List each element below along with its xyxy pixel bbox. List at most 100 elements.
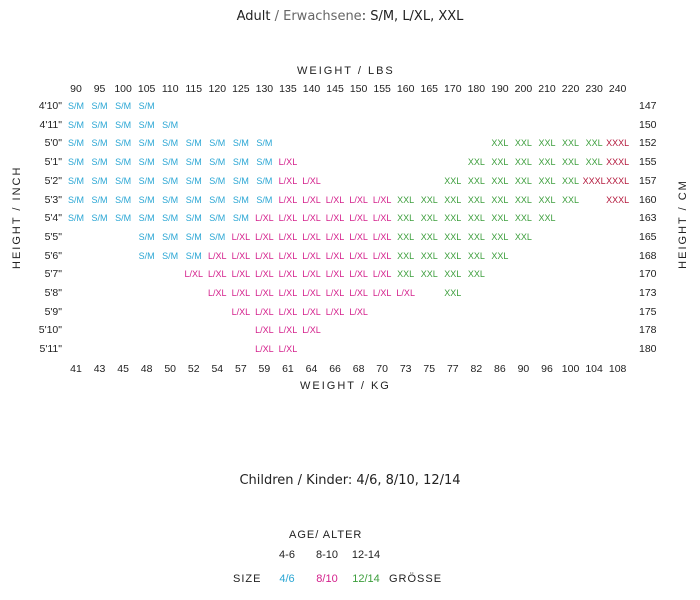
size-cell-l-xl: L/XL [278, 306, 298, 317]
size-cell-xxl: XXL [514, 213, 532, 224]
size-cell-l-xl: L/XL [208, 288, 227, 298]
size-cell-xxl: XXL [491, 250, 509, 261]
lbs-tick: 100 [114, 83, 132, 95]
height-inch-label-row: 5'2" [44, 174, 62, 187]
height-inch-label-row: 4'11" [39, 118, 62, 131]
kg-tick: 61 [282, 363, 294, 375]
size-cell-xxl: XXL [491, 194, 509, 205]
kg-tick: 90 [517, 363, 530, 375]
size-cell-xxl: XXL [397, 250, 415, 261]
size-cell-xxl: XXL [514, 194, 532, 205]
size-cell-l-xl: L/XL [325, 306, 345, 317]
kg-tick: 77 [446, 363, 459, 375]
size-cell-l-xl: L/XL [372, 194, 392, 205]
size-label: SIZE [233, 573, 262, 585]
size-cell-l-xl: L/XL [278, 231, 298, 242]
kg-tick: 59 [258, 363, 271, 375]
age-label: AGE/ ALTER [289, 529, 363, 541]
size-cell-xxl: XXL [444, 194, 462, 205]
size-cell-s-m: S/M [115, 119, 132, 130]
height-inch-label-row: 5'3" [44, 193, 62, 206]
size-cell-xxl: XXL [444, 288, 462, 298]
height-cm-label-row: 178 [639, 324, 657, 337]
size-cell-s-m: S/M [138, 138, 155, 149]
size-cell-xxl: XXL [467, 157, 485, 168]
lbs-tick: 105 [137, 83, 156, 95]
size-cell-s-m: S/M [209, 194, 226, 205]
size-cell-xxl: XXL [514, 175, 532, 186]
kg-tick: 73 [399, 363, 412, 375]
height-cm-label: HEIGHT / CM [677, 179, 689, 269]
size-cell-s-m: S/M [91, 213, 108, 224]
size-cell-l-xl: L/XL [208, 250, 227, 261]
size-cell-l-xl: L/XL [208, 269, 227, 280]
size-cell-xxxl: XXXL [606, 194, 630, 205]
size-cell-l-xl: L/XL [302, 194, 321, 205]
kg-tick: 100 [561, 363, 580, 375]
size-cell-l-xl: L/XL [278, 194, 298, 205]
height-cm-label-row: 168 [639, 249, 657, 262]
kg-tick: 82 [470, 363, 483, 375]
size-cell-l-xl: L/XL [302, 213, 321, 224]
size-cell-xxl: XXL [420, 250, 438, 261]
size-cell-xxl: XXL [491, 138, 509, 149]
size-cell-s-m: S/M [138, 250, 155, 261]
height-cm-label-row: 180 [639, 343, 657, 356]
size-cell-l-xl: L/XL [372, 250, 392, 261]
size-cell-xxxl: XXXL [606, 175, 630, 186]
kg-tick: 75 [423, 363, 436, 375]
size-cell-xxl: XXL [538, 157, 556, 168]
size-cell-s-m: S/M [67, 138, 85, 149]
size-cell-xxl: XXL [491, 213, 509, 224]
lbs-tick: 135 [279, 83, 297, 95]
lbs-tick: 200 [514, 83, 533, 95]
size-cell-xxl: XXL [420, 231, 438, 242]
lbs-tick: 230 [585, 83, 603, 95]
weight-lbs-label: WEIGHT / LBS [297, 65, 395, 77]
size-cell-s-m: S/M [138, 119, 155, 130]
height-inch-label-row: 5'8" [44, 287, 62, 299]
size-cell-s-m: S/M [256, 194, 273, 205]
size-cell-s-m: S/M [185, 175, 202, 186]
size-cell-s-m: S/M [115, 194, 132, 205]
size-cell-l-xl: L/XL [231, 306, 251, 317]
height-inch-label-row: 5'5" [44, 230, 62, 243]
size-cell-xxl: XXL [538, 194, 556, 205]
height-inch-label-row: 5'6" [44, 249, 62, 262]
size-cell-s-m: S/M [232, 138, 249, 149]
size-cell-s-m: S/M [209, 157, 226, 168]
size-cell-xxl: XXL [397, 213, 415, 224]
size-cell-l-xl: L/XL [255, 325, 274, 336]
size-cell-l-xl: L/XL [302, 306, 321, 317]
height-cm-label-row: 160 [639, 193, 657, 206]
size-cell-s-m: S/M [138, 194, 155, 205]
size-cell-xxl: XXL [467, 175, 485, 186]
size-cell-l-xl: L/XL [372, 288, 392, 298]
kg-tick: 64 [305, 363, 318, 375]
size-cell-xxl: XXL [491, 231, 509, 242]
size-cell-l-xl: L/XL [372, 269, 392, 280]
size-cell-xxl: XXL [514, 138, 532, 149]
size-cell-s-m: S/M [209, 231, 226, 242]
size-cell-l-xl: L/XL [396, 288, 415, 298]
size-cell-s-m: S/M [138, 213, 155, 224]
size-cell-l-xl: L/XL [231, 269, 251, 280]
size-cell-l-xl: L/XL [278, 250, 298, 261]
age-12-14: 12-14 [351, 549, 381, 561]
adult-title: Adult / Erwachsene: S/M, L/XL, XXL [0, 9, 700, 24]
size-cell-l-xl: L/XL [278, 325, 298, 336]
size-cell-s-m: S/M [91, 194, 108, 205]
adult-title-sizes: : S/M, L/XL, XXL [361, 9, 464, 24]
size-cell-l-xl: L/XL [349, 288, 368, 298]
size-cell-xxl: XXL [538, 175, 556, 186]
size-cell-l-xl: L/XL [302, 288, 321, 298]
kg-tick: 52 [187, 363, 200, 375]
size-cell-s-m: S/M [209, 138, 226, 149]
size-cell-s-m: S/M [209, 175, 226, 186]
adult-title-sep: / [270, 9, 284, 24]
size-cell-s-m: S/M [162, 157, 179, 168]
size-cell-l-xl: L/XL [255, 344, 274, 355]
size-cell-xxl: XXL [538, 213, 556, 224]
size-cell-l-xl: L/XL [255, 269, 274, 280]
height-inch-label-row: 4'10" [38, 100, 62, 112]
